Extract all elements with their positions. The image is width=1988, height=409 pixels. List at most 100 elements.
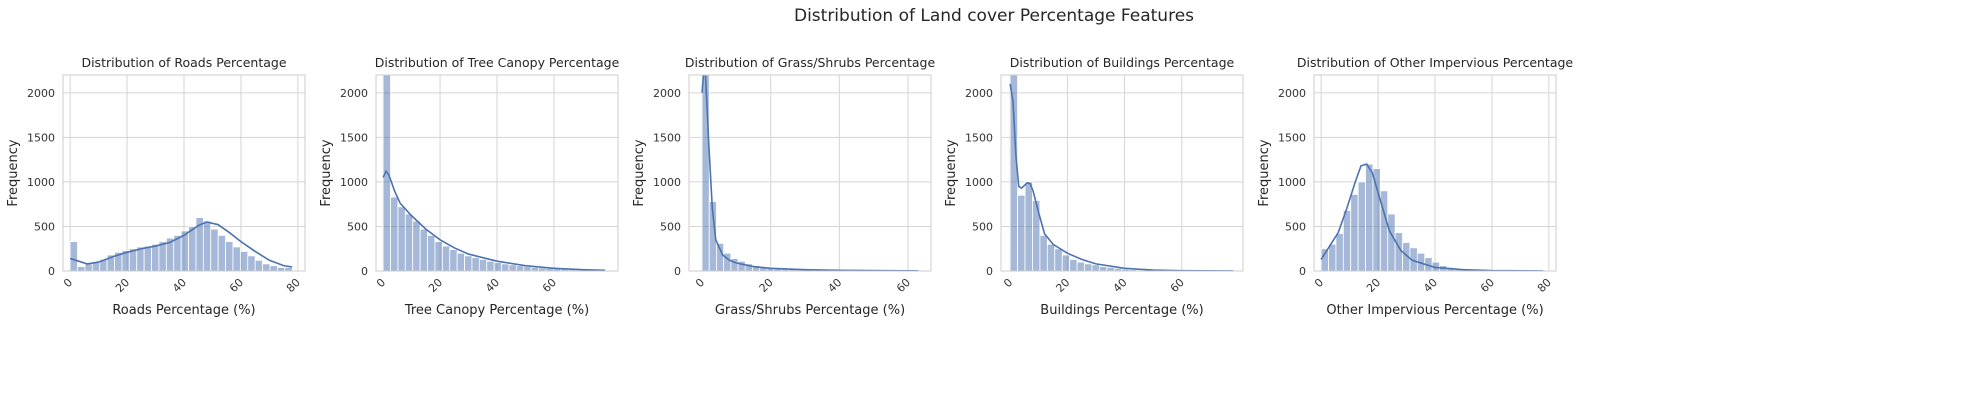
bar [708,201,717,271]
y-tick-label: 1000 [1278,176,1306,189]
x-tick-label: 60 [540,276,559,295]
bar [1320,248,1329,271]
bar [530,267,539,271]
y-tick-label: 1500 [1278,131,1306,144]
axes-frame [1000,74,1244,272]
x-tick-label: 20 [1053,276,1072,295]
bar [1328,243,1337,271]
bar [501,263,510,271]
figure-title: Distribution of Land cover Percentage Fe… [794,6,1194,26]
bar [143,245,152,271]
bar [1106,267,1115,271]
bar [158,241,167,271]
x-tick-label: 20 [113,276,132,295]
bar [508,264,517,271]
bar [69,241,78,271]
y-tick-label: 0 [361,265,368,278]
axes-frame [1313,74,1557,272]
y-tick-label: 2000 [965,87,993,100]
y-axis-label: Frequency [1257,139,1272,206]
y-tick-label: 1000 [340,176,368,189]
x-axis-label: Buildings Percentage (%) [1040,303,1203,318]
y-axis-label: Frequency [6,139,21,206]
x-tick-label: 60 [1168,276,1187,295]
bar [441,245,451,271]
bar [225,241,234,271]
bar [1099,266,1108,271]
bar [151,243,160,271]
bar [1069,259,1078,271]
bar [434,241,443,271]
subplot-title: Distribution of Tree Canopy Percentage [375,55,620,70]
kde-line [701,75,919,271]
plot-area [1009,75,1234,271]
bar [284,267,293,271]
bar [493,262,502,271]
x-tick-label: 40 [1421,276,1440,295]
bar [486,260,495,271]
bar [217,234,226,271]
bar [737,260,746,271]
bar [1024,181,1033,271]
bar [1017,194,1026,271]
bar [1091,264,1100,271]
y-tick-label: 2000 [1278,87,1306,100]
bar [449,249,458,271]
bar [210,228,219,271]
y-tick-label: 0 [674,265,681,278]
bar [1054,248,1063,271]
bar [1342,210,1352,271]
x-tick-label: 60 [227,276,246,295]
x-tick-label: 80 [284,276,303,295]
x-tick-label: 60 [894,276,913,295]
y-tick-label: 1500 [27,131,55,144]
bar [382,75,391,271]
plot-area [382,75,606,271]
plot-area [69,217,293,271]
kde-line [1320,163,1544,271]
bar [427,234,436,271]
x-tick-label: 40 [825,276,844,295]
subplot: Distribution of Grass/Shrubs Percentage 0… [632,55,935,318]
y-tick-label: 500 [660,220,681,233]
plot-area [701,75,919,271]
bar [254,259,263,271]
subplot: Distribution of Buildings Percentage 0 500… [944,55,1244,318]
x-tick-label: 0 [1001,276,1015,290]
y-tick-label: 500 [1285,220,1306,233]
x-axis-label: Other Impervious Percentage (%) [1326,303,1543,318]
bar [262,263,271,271]
subplot: Distribution of Other Impervious Percent… [1257,55,1573,318]
bar [478,259,488,271]
axes-frame [62,74,306,272]
bar [1372,168,1381,271]
axes-frame [688,74,932,272]
subplot: Distribution of Roads Percentage 0 500 1000… [6,55,306,318]
bar [419,228,428,271]
bar [136,246,145,271]
bar [1357,181,1366,271]
x-tick-label: 0 [61,276,75,290]
bar [404,213,414,271]
bar [515,265,525,271]
bar [1084,263,1093,271]
axes-frame [375,74,619,272]
bar [188,226,197,271]
x-tick-label: 0 [693,276,707,290]
bar [471,257,480,271]
bar [464,255,473,271]
bar [412,220,421,271]
y-tick-label: 2000 [653,87,681,100]
y-tick-label: 500 [972,220,993,233]
bar [1335,233,1344,271]
plot-area [1320,163,1544,271]
kde-line [1009,83,1234,271]
subplot-title: Distribution of Buildings Percentage [1010,55,1235,70]
bar [1061,254,1071,271]
bar [84,263,93,271]
bar [1387,213,1396,271]
bar [390,196,399,271]
kde-line [69,221,293,268]
y-tick-label: 500 [34,220,55,233]
